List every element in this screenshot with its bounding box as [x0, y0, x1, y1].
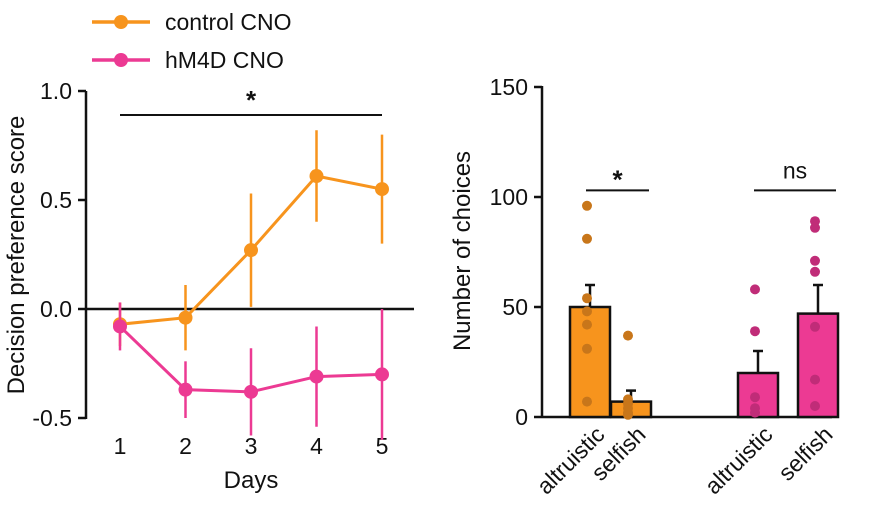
legend-item-control: control CNO [92, 9, 292, 35]
line-chart-y-tick-label-1: 0.0 [40, 296, 72, 322]
line-chart-significance: * [120, 85, 382, 116]
line-chart-x-tick-label-1: 2 [179, 433, 192, 459]
bar-1-point-3 [582, 293, 592, 304]
point-control-day-5 [375, 182, 389, 197]
bar-3-point-2 [750, 326, 760, 337]
legend-item-hm4d: hM4D CNO [92, 47, 284, 73]
legend-marker-control [114, 15, 128, 29]
bar-1-point-5 [582, 319, 592, 330]
line-chart-x-tick-label-2: 3 [245, 433, 258, 459]
legend-marker-hm4d [114, 53, 128, 67]
point-hm4d-day-5 [375, 367, 389, 382]
point-control-day-3 [244, 243, 258, 258]
bar-chart-significance: * ns [586, 157, 836, 194]
bar-2-point-6 [623, 409, 633, 420]
bar-group-1 [568, 200, 612, 419]
line-chart-x-tick-label-0: 1 [114, 433, 127, 459]
bar-1-point-4 [582, 306, 592, 317]
bar-1-point-7 [582, 396, 592, 407]
bar-4-point-7 [810, 401, 820, 411]
bar-1-point-2 [582, 233, 592, 244]
line-chart-sig-star: * [246, 85, 257, 115]
bar-3-point-5 [750, 407, 760, 418]
point-control-day-2 [178, 310, 193, 325]
line-chart-x-tick-label-3: 4 [310, 433, 323, 459]
line-chart-y-tick-label-2: 0.5 [40, 187, 72, 213]
bar-chart-x-tick-label-3: altruistic [699, 421, 777, 499]
bar-1-point-1 [582, 200, 592, 211]
series-hm4d [113, 302, 389, 440]
bar-4-point-4 [810, 266, 820, 277]
bar-3-point-1 [750, 284, 760, 295]
point-control-day-4 [309, 169, 324, 184]
line-chart-x-tick-label-4: 5 [376, 433, 389, 459]
bar-chart-x-tick-label-4: selfish [773, 421, 837, 485]
bar-chart-y-tick-label-0: 0 [515, 404, 528, 430]
bar-chart-y-tick-label-1: 50 [502, 294, 528, 320]
legend: control CNO hM4D CNO [92, 9, 292, 73]
bar-chart-y-label: Number of choices [449, 151, 476, 351]
bar-4-point-6 [810, 374, 820, 385]
bar-chart-bars [568, 200, 840, 420]
point-hm4d-day-4 [309, 369, 324, 384]
bar-1-point-6 [582, 343, 592, 354]
series-control [113, 130, 389, 351]
bar-group-2 [609, 330, 653, 420]
line-chart-y-tick-label-0: -0.5 [32, 405, 72, 431]
line-chart: -0.5 0.0 0.5 1.0 1 2 3 4 5 * Days Decision pref… [3, 78, 414, 494]
point-hm4d-day-1 [113, 319, 127, 334]
line-chart-y-tick-label-3: 1.0 [40, 78, 72, 104]
bar-chart-sig-label-1: * [612, 164, 623, 194]
line-chart-x-label: Days [224, 467, 279, 494]
bar-chart-y-tick-label-3: 150 [490, 74, 528, 100]
bar-chart-sig-label-2: ns [783, 157, 807, 183]
bar-4 [796, 312, 840, 419]
bar-4-point-2 [810, 222, 820, 233]
bar-4-point-5 [810, 321, 820, 332]
line-chart-series [113, 130, 389, 440]
line-chart-x-ticks: 1 2 3 4 5 [114, 433, 389, 459]
point-hm4d-day-3 [244, 384, 258, 399]
legend-label-hm4d: hM4D CNO [165, 47, 284, 73]
bar-group-4 [796, 216, 840, 419]
point-hm4d-day-2 [178, 382, 193, 397]
line-chart-y-label: Decision preference score [3, 116, 30, 395]
bar-chart-y-ticks: 0 50 100 150 [490, 74, 542, 430]
bar-chart-y-tick-label-2: 100 [490, 184, 528, 210]
bar-4-point-3 [810, 255, 820, 266]
line-chart-y-ticks: -0.5 0.0 0.5 1.0 [32, 78, 86, 431]
bar-3-point-3 [750, 392, 760, 403]
bar-group-3 [736, 284, 780, 419]
bar-2-point-1 [623, 330, 633, 341]
legend-label-control: control CNO [165, 9, 292, 35]
